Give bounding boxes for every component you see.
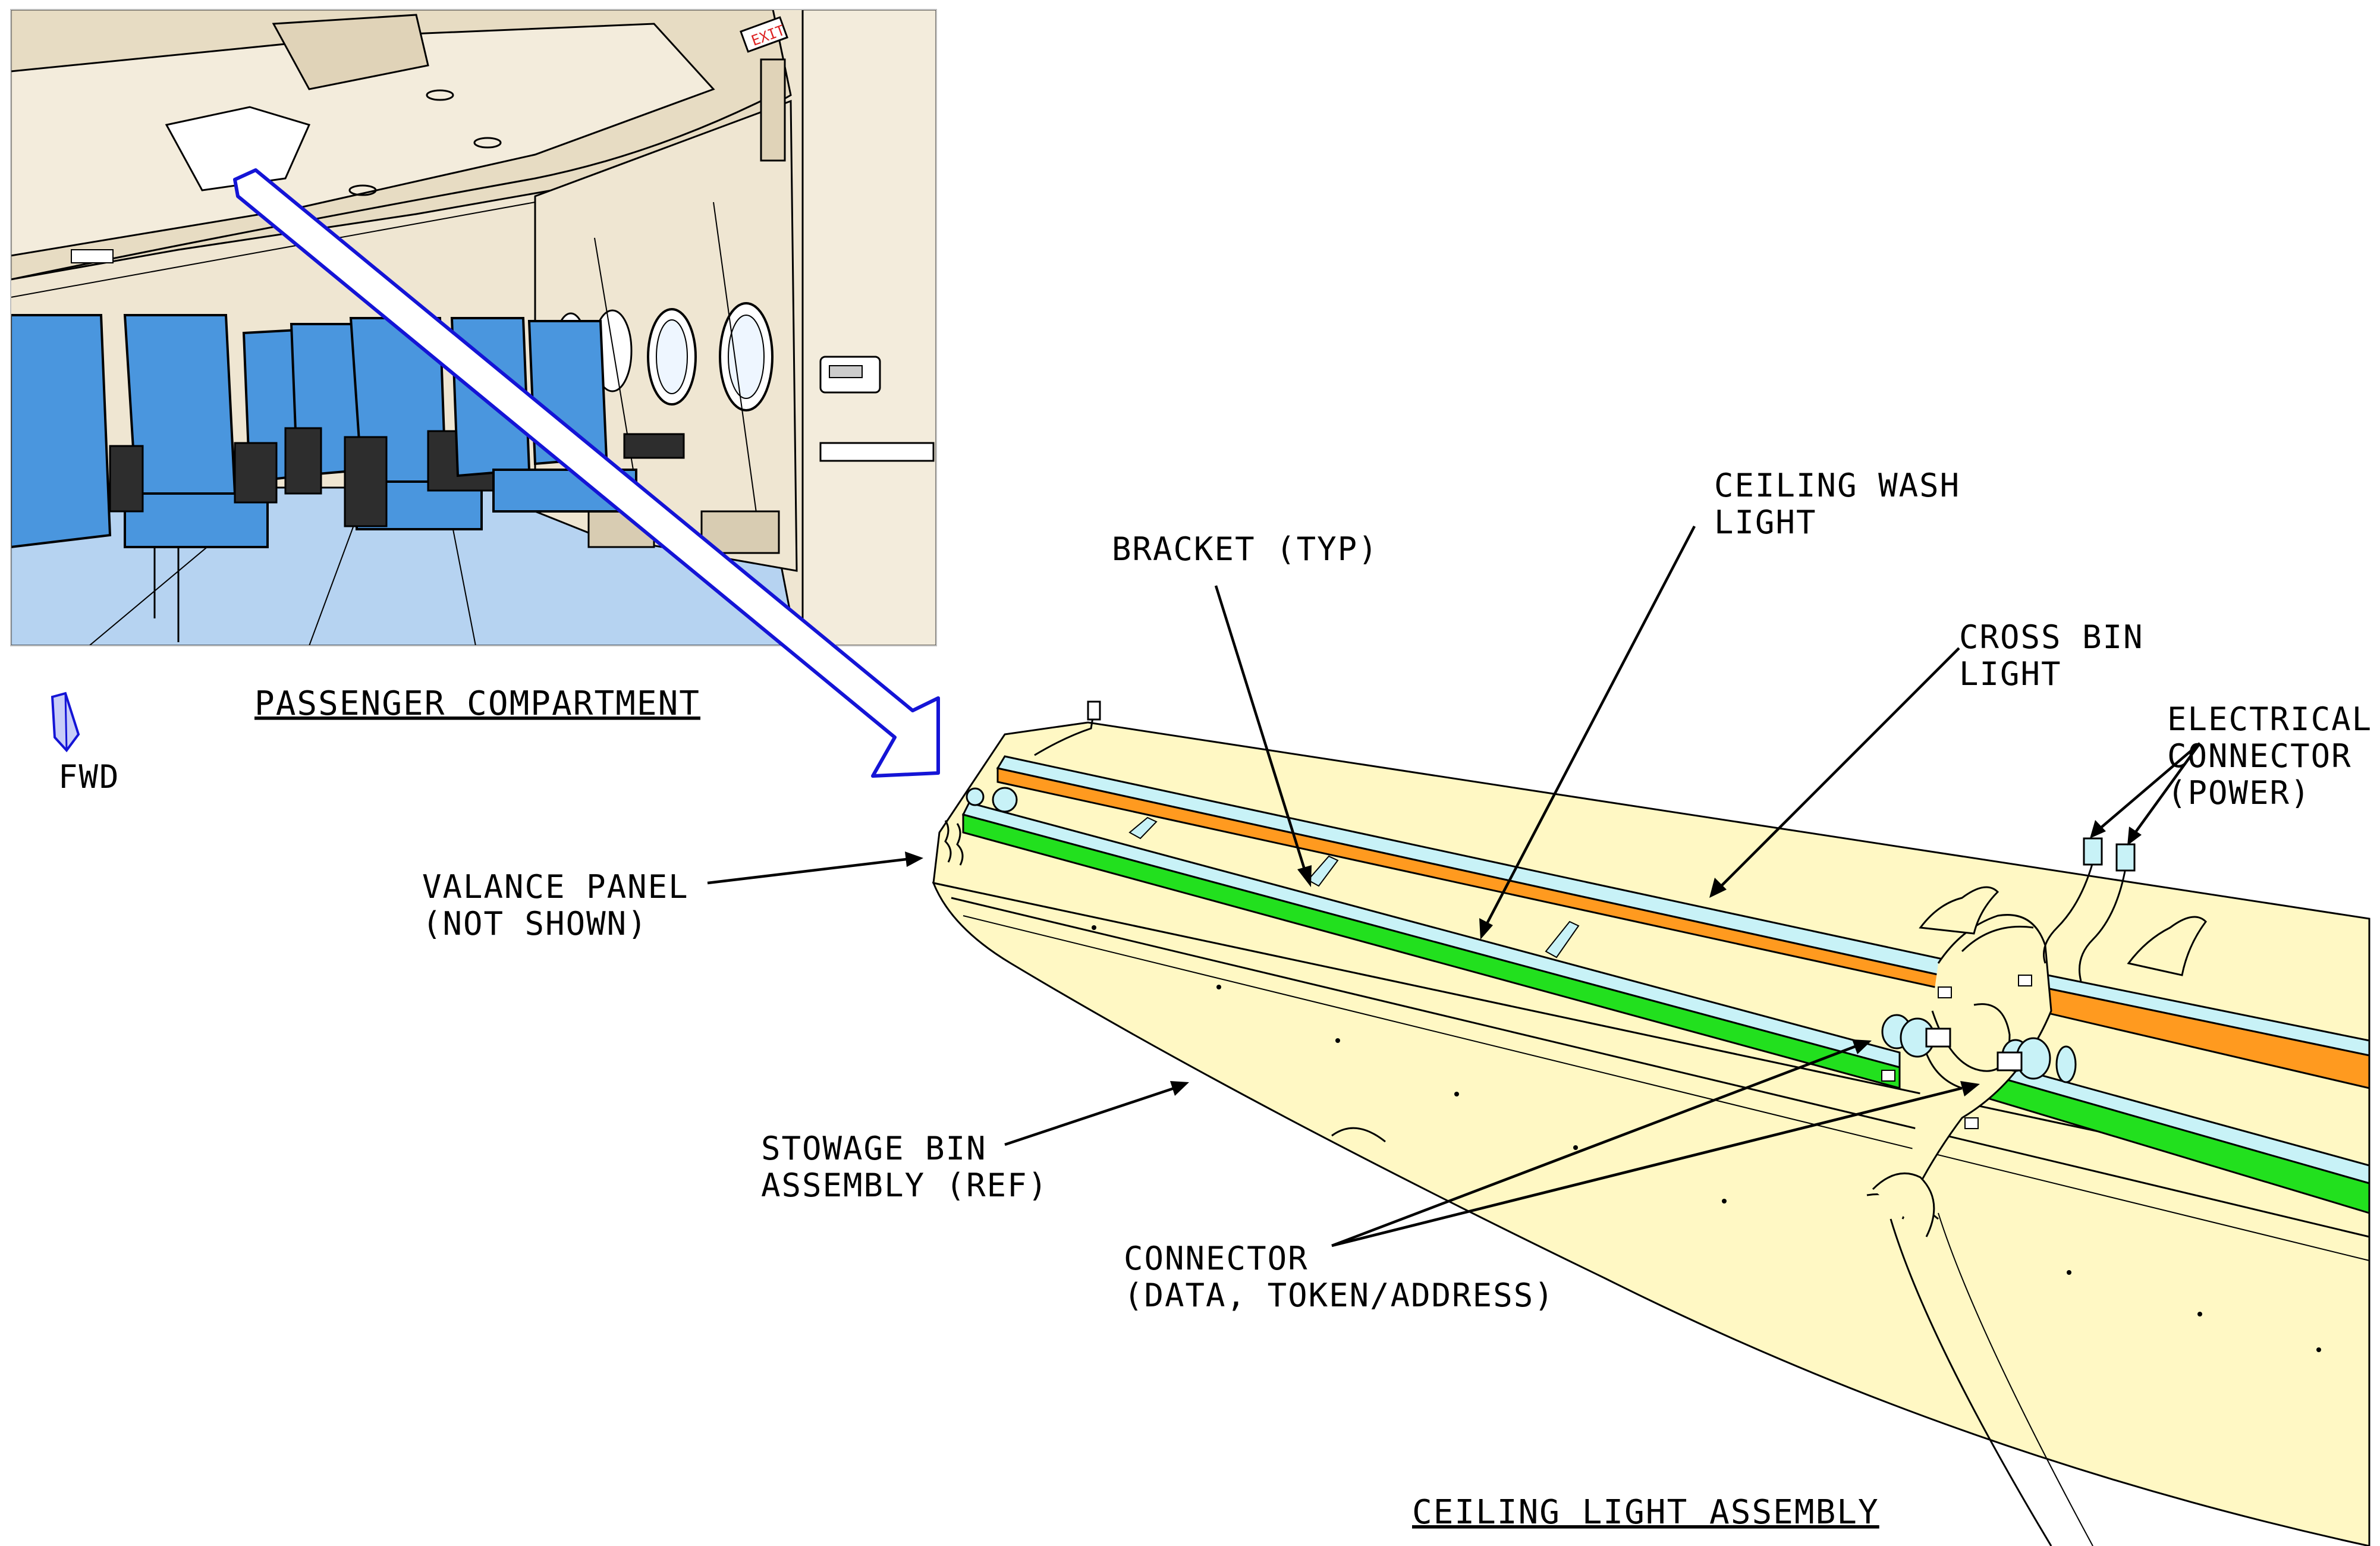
valance-panel-label-line1: VALANCE PANEL	[422, 868, 689, 906]
ceiling-wash-light	[961, 802, 2370, 1215]
overhead-bins: EXIT	[11, 10, 792, 298]
cross-bin-light-label-line2: LIGHT	[1959, 655, 2062, 693]
ceiling-light-assembly-title: CEILING LIGHT ASSEMBLY	[1412, 1493, 1879, 1532]
stowage-bin-label-line2: ASSEMBLY (REF)	[761, 1167, 1048, 1204]
passenger-compartment-title: PASSENGER COMPARTMENT	[254, 684, 700, 723]
fwd-arrow-icon	[51, 692, 80, 753]
electrical-connector-label-line2: CONNECTOR	[2167, 737, 2352, 775]
bin-latch	[2127, 916, 2207, 976]
connector-data-label-line2: (DATA, TOKEN/ADDRESS)	[1124, 1277, 1555, 1314]
ceiling-wash-light-label-line2: LIGHT	[1714, 504, 1817, 541]
fwd-label: FWD	[58, 758, 120, 796]
cabin-door	[760, 10, 936, 646]
power-connector-cables	[2043, 837, 2136, 982]
electrical-connector-label-line3: (POWER)	[2167, 774, 2311, 812]
seat	[109, 314, 269, 642]
bin-latch	[1919, 886, 1999, 935]
seat	[11, 314, 112, 549]
stowage-bin-label-line1: STOWAGE BIN	[761, 1130, 987, 1167]
connector-data-label-line1: CONNECTOR	[1124, 1240, 1309, 1277]
brackets	[1128, 816, 1580, 959]
cross-bin-light-label-line1: CROSS BIN	[1959, 618, 2144, 656]
ceiling-wash-light-label-line1: CEILING WASH	[1714, 467, 1960, 504]
valance-panel-label-line2: (NOT SHOWN)	[422, 905, 648, 942]
pointer-arrow	[233, 168, 940, 778]
stowage-bin-body	[932, 881, 2370, 1546]
connector-data-right	[1997, 1037, 2077, 1083]
leader-lines	[707, 525, 2201, 1248]
ceiling-light-assembly	[932, 700, 2370, 1546]
connector-data-left	[1881, 1014, 1951, 1058]
passenger-compartment-illustration: EXIT	[10, 9, 937, 646]
electrical-connector-label-line1: ELECTRICAL	[2167, 700, 2372, 738]
passenger-seats	[11, 314, 685, 642]
bracket-label: BRACKET (TYP)	[1112, 530, 1379, 568]
left-end-connector	[944, 700, 1101, 866]
junction-hardware	[1872, 837, 2207, 1237]
